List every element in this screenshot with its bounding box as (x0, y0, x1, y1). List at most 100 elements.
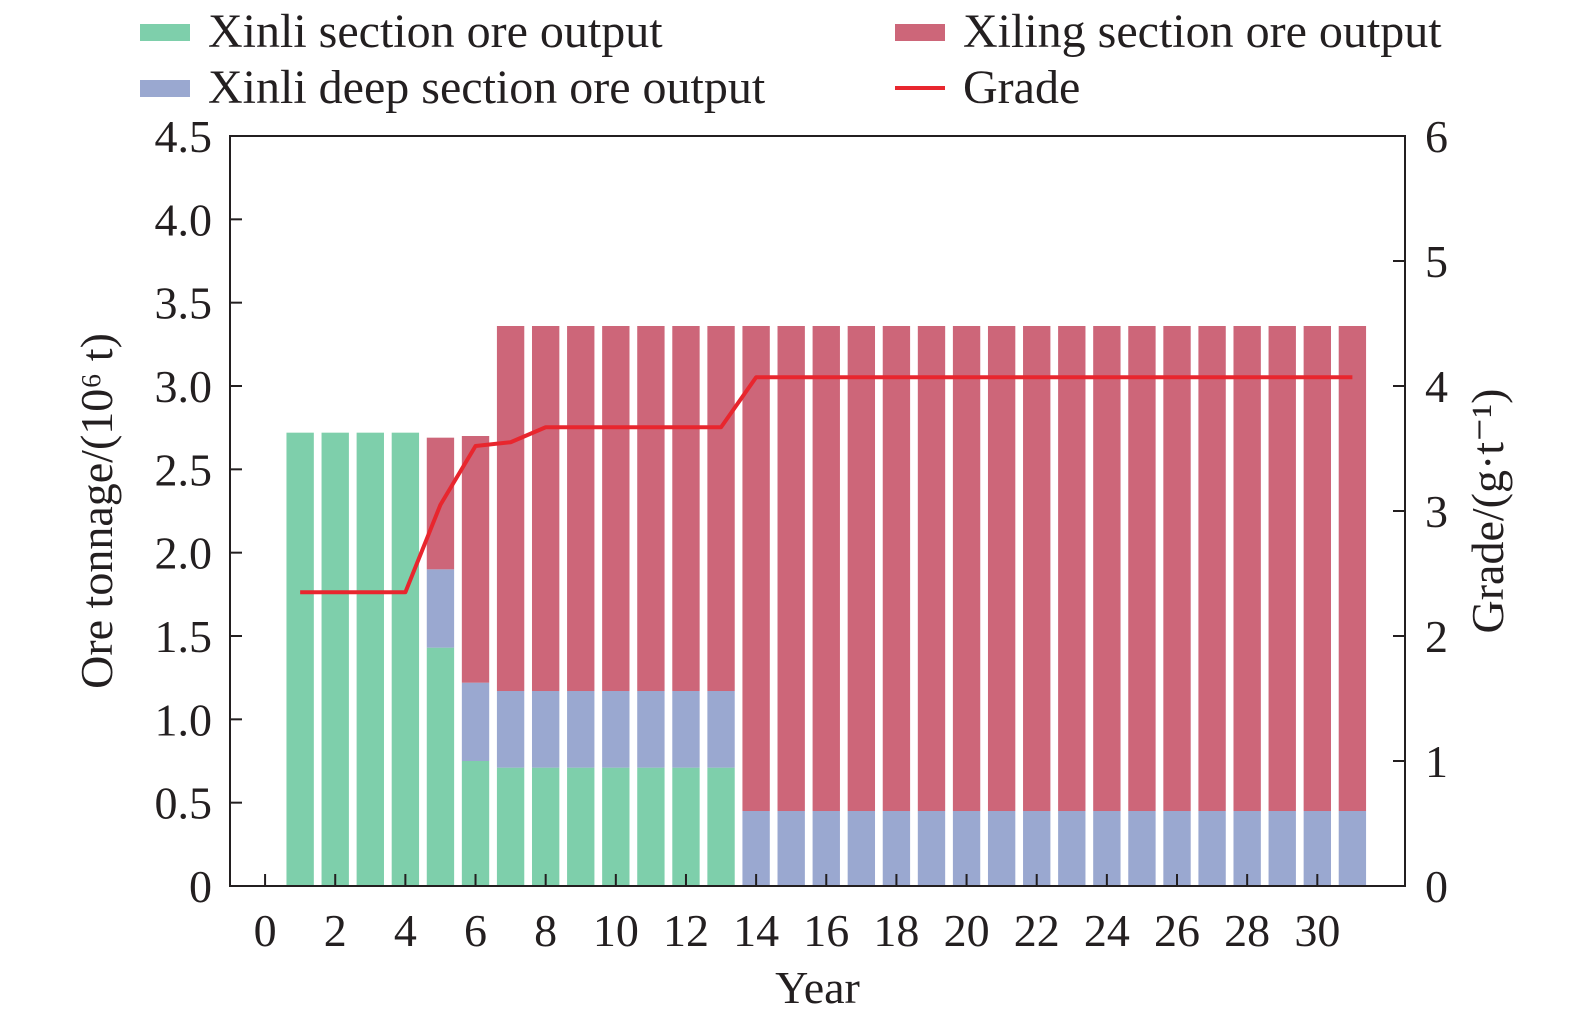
y-tick-label: 0 (189, 861, 212, 912)
bar-segment (1338, 811, 1367, 886)
bar-segment (1058, 326, 1086, 811)
bar-segment (496, 767, 525, 886)
legend-swatch-grade (895, 86, 945, 90)
bar-segment (531, 691, 560, 768)
bar-segment (777, 326, 805, 811)
bar-segment (742, 811, 770, 886)
x-tick-label: 14 (733, 905, 779, 956)
y2-tick-label: 4 (1425, 361, 1448, 412)
bar-segment (637, 326, 665, 691)
y-tick-label: 0.5 (155, 778, 213, 829)
bar-segment (567, 767, 595, 886)
bar-segment (882, 811, 911, 886)
x-tick-label: 18 (873, 905, 919, 956)
bar-segment (1163, 811, 1191, 886)
legend-label-xinli: Xinli section ore output (208, 5, 663, 58)
x-axis-label: Year (775, 962, 860, 1013)
y2-tick-label: 5 (1425, 236, 1448, 287)
bar-segment (1023, 811, 1051, 886)
y2-tick-label: 0 (1425, 861, 1448, 912)
y-tick-label: 4.0 (155, 194, 213, 245)
y2-axis-label: Grade/(g·t⁻¹) (1462, 389, 1513, 634)
bar-segment (1198, 326, 1226, 811)
bar-segment (917, 811, 946, 886)
bar-segment (602, 326, 630, 691)
bar-segment (531, 767, 560, 886)
bar-segment (1233, 811, 1261, 886)
bar-segment (356, 432, 384, 886)
bar-segment (426, 569, 455, 648)
bar-segment (1128, 811, 1156, 886)
legend-label-xiling: Xiling section ore output (963, 5, 1442, 58)
y-tick-label: 2.0 (155, 528, 213, 579)
bar-segment (531, 326, 560, 691)
legend-item-grade: Grade (895, 64, 1080, 112)
x-tick-label: 0 (254, 905, 277, 956)
bar-segment (1163, 326, 1191, 811)
bar-segment (987, 326, 1016, 811)
bar-segment (812, 811, 840, 886)
x-tick-label: 22 (1014, 905, 1060, 956)
y-tick-label: 3.5 (155, 278, 213, 329)
legend-swatch-xiling (895, 23, 945, 41)
y-tick-label: 4.5 (155, 111, 213, 162)
bar-segment (567, 691, 595, 768)
y-tick-label: 3.0 (155, 361, 213, 412)
grade-line (300, 375, 1353, 595)
bar-segment (1058, 811, 1086, 886)
bar-segment (286, 432, 314, 886)
bar-segment (917, 326, 946, 811)
bar-segment (1338, 326, 1367, 811)
bar-segment (672, 767, 700, 886)
bar-segment (496, 326, 525, 691)
bar-segment (742, 326, 770, 811)
x-tick-label: 16 (803, 905, 849, 956)
bar-segment (987, 811, 1016, 886)
bar-segment (461, 761, 490, 886)
bar-segment (321, 432, 349, 886)
bar-segment (602, 691, 630, 768)
bar-segment (496, 691, 525, 768)
bar-segment (1093, 811, 1121, 886)
x-tick-label: 20 (944, 905, 990, 956)
bar-segment (426, 647, 455, 886)
x-tick-label: 28 (1224, 905, 1270, 956)
bar-segment (461, 436, 490, 683)
ticks-layer: 0 2 4 6 8 10 12 14 16 18 20 22 24 26 28 3000.51.01.52.0… (155, 111, 1449, 956)
bar-segment (1093, 326, 1121, 811)
bar-segment (882, 326, 911, 811)
bar-segment (952, 326, 981, 811)
x-tick-label: 8 (534, 905, 557, 956)
x-tick-label: 12 (663, 905, 709, 956)
bar-segment (1268, 326, 1296, 811)
y2-tick-label: 2 (1425, 611, 1448, 662)
y2-tick-label: 3 (1425, 486, 1448, 537)
bar-segment (672, 326, 700, 691)
y2-tick-label: 6 (1425, 111, 1448, 162)
bar-segment (391, 432, 420, 886)
legend-item-xinli-deep: Xinli deep section ore output (140, 64, 765, 112)
bar-segment (602, 767, 630, 886)
legend-item-xinli: Xinli section ore output (140, 8, 663, 56)
legend-swatch-xinli (140, 23, 190, 41)
bar-segment (672, 691, 700, 768)
bar-segment (567, 326, 595, 691)
bar-segment (637, 767, 665, 886)
bar-segment (952, 811, 981, 886)
x-tick-label: 10 (593, 905, 639, 956)
x-tick-label: 24 (1084, 905, 1130, 956)
bar-segment (1128, 326, 1156, 811)
y-tick-label: 2.5 (155, 444, 213, 495)
bar-segment (847, 811, 876, 886)
x-tick-label: 6 (464, 905, 487, 956)
bar-segment (637, 691, 665, 768)
bar-segment (707, 691, 735, 768)
y-axis-label: Ore tonnage/(10⁶ t) (71, 333, 122, 689)
legend-label-grade: Grade (963, 61, 1081, 114)
x-tick-label: 4 (394, 905, 417, 956)
bar-segment (1198, 811, 1226, 886)
x-tick-label: 26 (1154, 905, 1200, 956)
bar-segment (707, 326, 735, 691)
bar-segment (1303, 811, 1331, 886)
